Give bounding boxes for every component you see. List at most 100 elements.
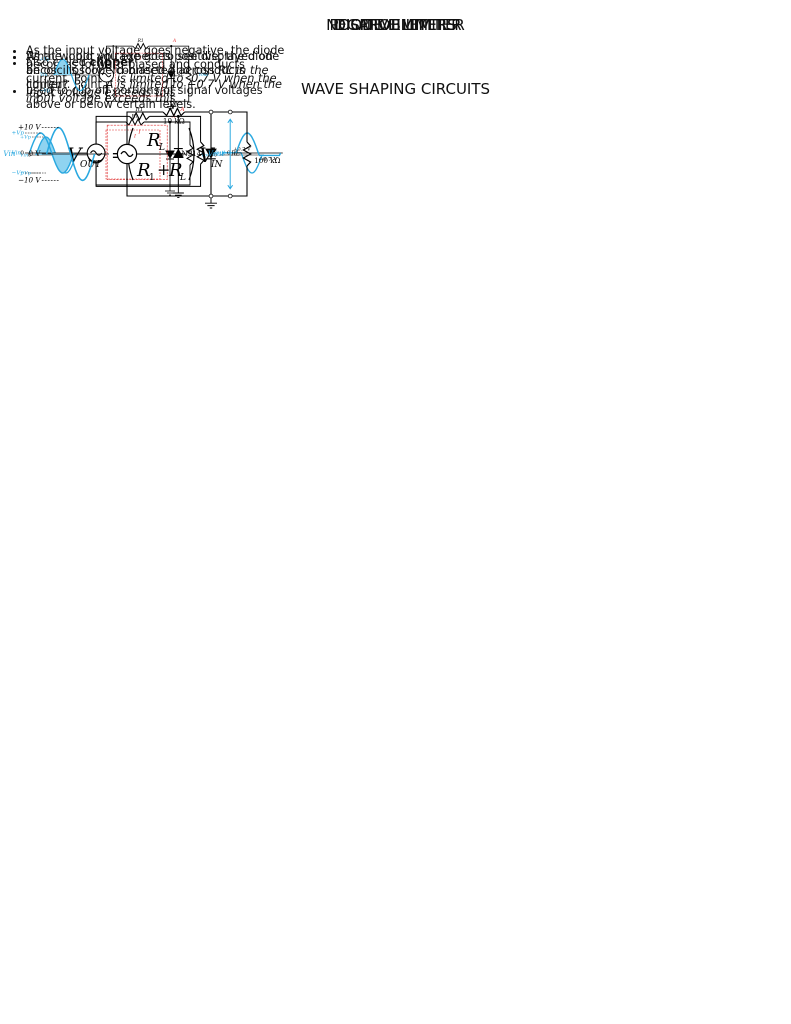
label: −0.7 V xyxy=(258,157,278,163)
label: R1 xyxy=(169,101,178,108)
formula-text: R xyxy=(168,160,183,181)
label: Vin xyxy=(20,153,28,159)
slide-title: WAVE SHAPING CIRCUITS xyxy=(300,80,491,98)
ground xyxy=(205,196,217,209)
bullet-list: As the input voltage goes positive, the … xyxy=(8,50,288,120)
slide-title: PROBLEM xyxy=(359,16,432,34)
shaded-half xyxy=(54,59,72,75)
waveform xyxy=(221,152,263,174)
bullet: As the input voltage goes positive, the … xyxy=(26,50,288,106)
label: Vout xyxy=(208,149,224,158)
label: 10 kΩ xyxy=(163,117,185,126)
terminal xyxy=(208,193,214,199)
resistor xyxy=(162,107,186,117)
wire xyxy=(95,115,202,187)
label: +Vp xyxy=(40,57,50,62)
diode xyxy=(166,71,176,79)
ground xyxy=(172,186,184,198)
ground xyxy=(165,185,175,196)
label: RL xyxy=(230,151,240,158)
waveform xyxy=(53,58,90,92)
text-run: What would you expect to see displayed o… xyxy=(26,50,273,77)
label: RL xyxy=(185,151,194,157)
text-run: As the input voltage goes positive, the … xyxy=(26,50,280,91)
label: A xyxy=(180,107,185,113)
bullet: What would you expect to see displayed o… xyxy=(26,50,288,92)
label: RL xyxy=(176,73,183,78)
node xyxy=(168,120,172,124)
waveform xyxy=(45,126,96,182)
slide-title: POSITIVE LIMITER xyxy=(329,16,462,34)
slide-title: NEGATIVE LIMITER xyxy=(326,16,465,34)
node xyxy=(170,44,173,48)
formula-text: V xyxy=(67,143,84,167)
label: Vout xyxy=(213,151,226,157)
wire xyxy=(106,45,190,102)
terminal xyxy=(227,109,233,115)
vout-arrow xyxy=(227,118,233,190)
label: 0 xyxy=(227,151,231,157)
figure: +Vp 0 −Vp Vin R1 RL A I Vout xyxy=(40,39,209,111)
label: −Vp xyxy=(12,171,25,177)
slide-title: DIODE LIMITERS xyxy=(334,16,457,34)
text-run: also called xyxy=(26,56,90,69)
text-run: clipper xyxy=(89,56,134,69)
slide-title: DIODE LIMITERS xyxy=(334,16,457,34)
circuit: +Vp 0 −Vp Vin R1 RL A I Vout xyxy=(40,39,209,111)
label: +0.7 V xyxy=(233,147,251,153)
resistor xyxy=(132,42,149,50)
label: Vout xyxy=(201,153,213,159)
shaded-half xyxy=(51,153,74,173)
formula-text: 1 xyxy=(149,173,155,183)
bullet: also called clipper xyxy=(26,56,288,70)
label: 0 xyxy=(214,153,217,159)
label: −Vp xyxy=(20,171,32,177)
bullet-list: What would you expect to see displayed o… xyxy=(8,50,288,106)
label: 0 xyxy=(20,151,24,157)
ground xyxy=(166,101,176,111)
label: R1 xyxy=(137,39,144,44)
label: +Vp xyxy=(12,131,25,137)
label: Vin xyxy=(40,73,47,78)
resistor xyxy=(185,65,193,85)
label: +Vp xyxy=(20,135,32,141)
diode xyxy=(205,148,217,160)
current-loop xyxy=(106,124,168,180)
label: R1 xyxy=(135,107,144,113)
label: Vin xyxy=(3,149,15,158)
formula-text: L xyxy=(179,173,186,183)
current-loop xyxy=(114,52,163,97)
label: −Vp xyxy=(40,89,50,94)
label: Vout xyxy=(198,73,208,78)
text-run: A is limited to +0.7 V when the input vo… xyxy=(26,78,282,105)
formula-text: + xyxy=(157,160,170,179)
resistor xyxy=(196,141,206,165)
label: 100 kΩ xyxy=(254,156,280,165)
label: Vin xyxy=(12,151,22,157)
waveform xyxy=(28,132,75,174)
label: I xyxy=(139,56,142,61)
resistor xyxy=(129,111,150,121)
paren xyxy=(188,127,195,181)
label: I xyxy=(137,129,141,135)
label: I xyxy=(133,134,137,140)
node xyxy=(176,114,180,118)
source-symbol xyxy=(90,150,103,156)
wire xyxy=(126,111,248,197)
label: A xyxy=(172,39,176,44)
terminal xyxy=(227,193,233,199)
label: 0 xyxy=(47,73,50,78)
waveform xyxy=(235,132,282,157)
formula-text: IN xyxy=(210,160,224,170)
label: +10 V xyxy=(18,123,41,132)
formula-text: L xyxy=(158,143,165,153)
label: −10 V xyxy=(18,175,41,184)
source-symbol xyxy=(120,151,134,157)
terminal xyxy=(208,109,214,115)
formula-text: R xyxy=(146,130,161,151)
source-symbol xyxy=(101,72,112,78)
